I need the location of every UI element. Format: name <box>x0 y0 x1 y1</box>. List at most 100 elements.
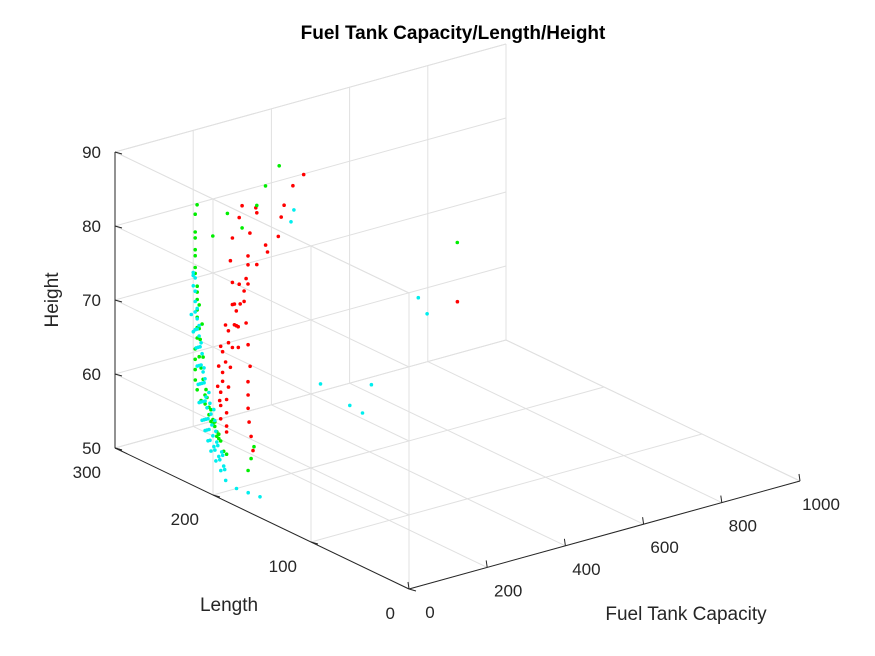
data-point <box>263 184 268 188</box>
data-point <box>197 303 201 307</box>
data-point <box>282 203 286 207</box>
box-edge <box>114 151 410 294</box>
data-point <box>213 418 217 423</box>
z-tick-mark <box>114 151 123 155</box>
x-axis-label: Fuel Tank Capacity <box>605 604 767 625</box>
box-edge <box>505 339 801 482</box>
data-point <box>252 444 256 449</box>
data-point <box>223 478 228 483</box>
data-point <box>207 390 211 395</box>
data-point <box>416 295 421 300</box>
data-point <box>223 360 228 364</box>
data-point <box>219 450 224 454</box>
data-point <box>237 215 241 220</box>
data-point <box>193 357 197 362</box>
grid-line <box>271 404 566 547</box>
data-point <box>193 378 198 382</box>
data-point <box>193 247 197 252</box>
data-point <box>216 443 220 448</box>
data-point <box>195 203 199 207</box>
data-point <box>203 402 207 406</box>
data-point <box>195 306 199 311</box>
data-point <box>218 458 222 462</box>
grid-line <box>114 117 507 227</box>
data-point <box>193 299 197 304</box>
y-tick-label: 200 <box>171 510 199 529</box>
x-tick-label: 800 <box>729 517 757 536</box>
data-point <box>218 439 223 443</box>
grid-line <box>114 225 410 368</box>
data-point <box>247 420 251 424</box>
data-point <box>249 434 253 439</box>
data-point <box>291 183 295 188</box>
grid-line <box>310 433 703 543</box>
data-point <box>203 377 207 381</box>
box-edge <box>114 43 507 153</box>
data-point <box>212 407 216 412</box>
data-point <box>248 364 252 369</box>
data-point <box>195 317 199 321</box>
data-point <box>246 490 250 495</box>
data-point <box>209 419 213 424</box>
data-point <box>213 448 217 452</box>
data-point <box>246 393 250 397</box>
data-point <box>207 427 211 432</box>
y-tick-mark <box>212 494 221 498</box>
data-point <box>348 403 352 408</box>
z-tick-mark <box>114 299 123 303</box>
data-point <box>265 250 270 254</box>
data-point <box>195 327 199 331</box>
grid-line <box>349 382 644 525</box>
data-point <box>301 172 306 177</box>
z-tick-label: 70 <box>82 291 101 310</box>
data-point <box>425 312 429 316</box>
axis-lines <box>114 151 801 592</box>
x-tick-mark <box>720 495 723 503</box>
y-tick-label: 100 <box>269 557 297 576</box>
tick-labels: 0 200 400 600 800 1000 0 100 200 300 50 60 70 80 90 <box>73 143 840 623</box>
data-point <box>455 299 460 304</box>
data-point <box>234 309 239 313</box>
x-tick-label: 200 <box>494 581 522 600</box>
data-point <box>224 397 229 402</box>
data-point <box>201 370 205 374</box>
data-point <box>289 220 293 224</box>
data-point <box>221 464 226 468</box>
data-point <box>191 329 196 334</box>
data-point <box>203 399 207 403</box>
data-point <box>236 324 240 329</box>
data-point <box>226 385 231 389</box>
z-tick-label: 60 <box>82 365 101 384</box>
data-point <box>200 351 204 356</box>
data-point <box>237 282 241 287</box>
data-point <box>276 234 281 239</box>
data-point <box>191 284 196 288</box>
data-point <box>205 406 209 410</box>
data-point <box>225 211 230 216</box>
x-tick-mark <box>642 517 645 525</box>
data-point <box>199 363 203 367</box>
data-point <box>210 423 214 427</box>
grid-line <box>114 373 410 516</box>
data-point <box>216 364 221 368</box>
data-point <box>220 453 225 458</box>
data-point <box>240 203 244 208</box>
data-point <box>208 401 212 406</box>
data-point <box>230 280 235 285</box>
data-point <box>215 434 219 439</box>
data-point <box>195 284 199 289</box>
data-point <box>191 270 195 275</box>
data-point <box>242 289 246 293</box>
y-tick-label: 300 <box>73 463 101 482</box>
data-point <box>193 236 197 240</box>
data-point <box>189 312 194 317</box>
data-point <box>254 211 259 215</box>
data-point <box>251 448 255 453</box>
data-point <box>246 254 250 258</box>
data-point <box>224 452 229 457</box>
data-point <box>198 337 202 342</box>
data-point <box>244 321 248 325</box>
z-tick-mark <box>114 373 123 377</box>
data-point <box>246 379 250 384</box>
data-point <box>228 258 233 263</box>
